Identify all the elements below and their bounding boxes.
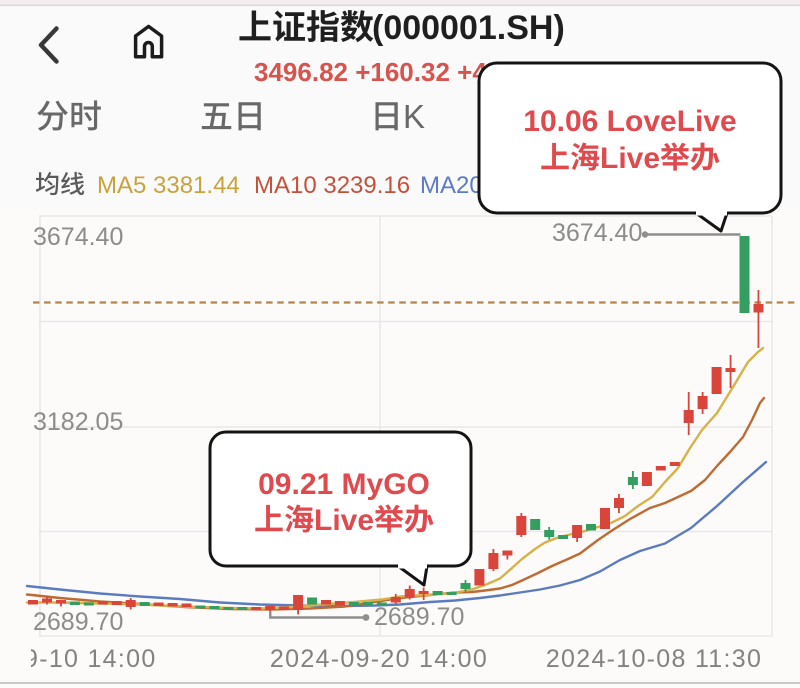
svg-text:3674.40: 3674.40: [33, 223, 123, 251]
svg-text:2689.70: 2689.70: [374, 603, 464, 631]
svg-text:Live: Live: [314, 504, 374, 537]
svg-text:09.21 MyGO: 09.21 MyGO: [258, 468, 430, 501]
svg-text:(000001.SH): (000001.SH): [372, 9, 565, 47]
svg-text:K: K: [403, 98, 425, 135]
svg-text:9-10 14:00: 9-10 14:00: [24, 645, 157, 673]
svg-text:MA20: MA20: [420, 172, 483, 199]
svg-text:2689.70: 2689.70: [33, 608, 123, 636]
svg-text:MA10 3239.16: MA10 3239.16: [254, 172, 410, 199]
svg-text:MA5 3381.44: MA5 3381.44: [97, 172, 240, 199]
svg-text:2024-09-20 14:00: 2024-09-20 14:00: [270, 645, 488, 673]
svg-text:2024-10-08 11:30: 2024-10-08 11:30: [546, 645, 762, 673]
svg-text:Live: Live: [600, 142, 660, 175]
svg-text:3182.05: 3182.05: [33, 408, 123, 436]
svg-text:3674.40: 3674.40: [552, 219, 642, 247]
svg-text:10.06 LoveLive: 10.06 LoveLive: [523, 105, 736, 138]
